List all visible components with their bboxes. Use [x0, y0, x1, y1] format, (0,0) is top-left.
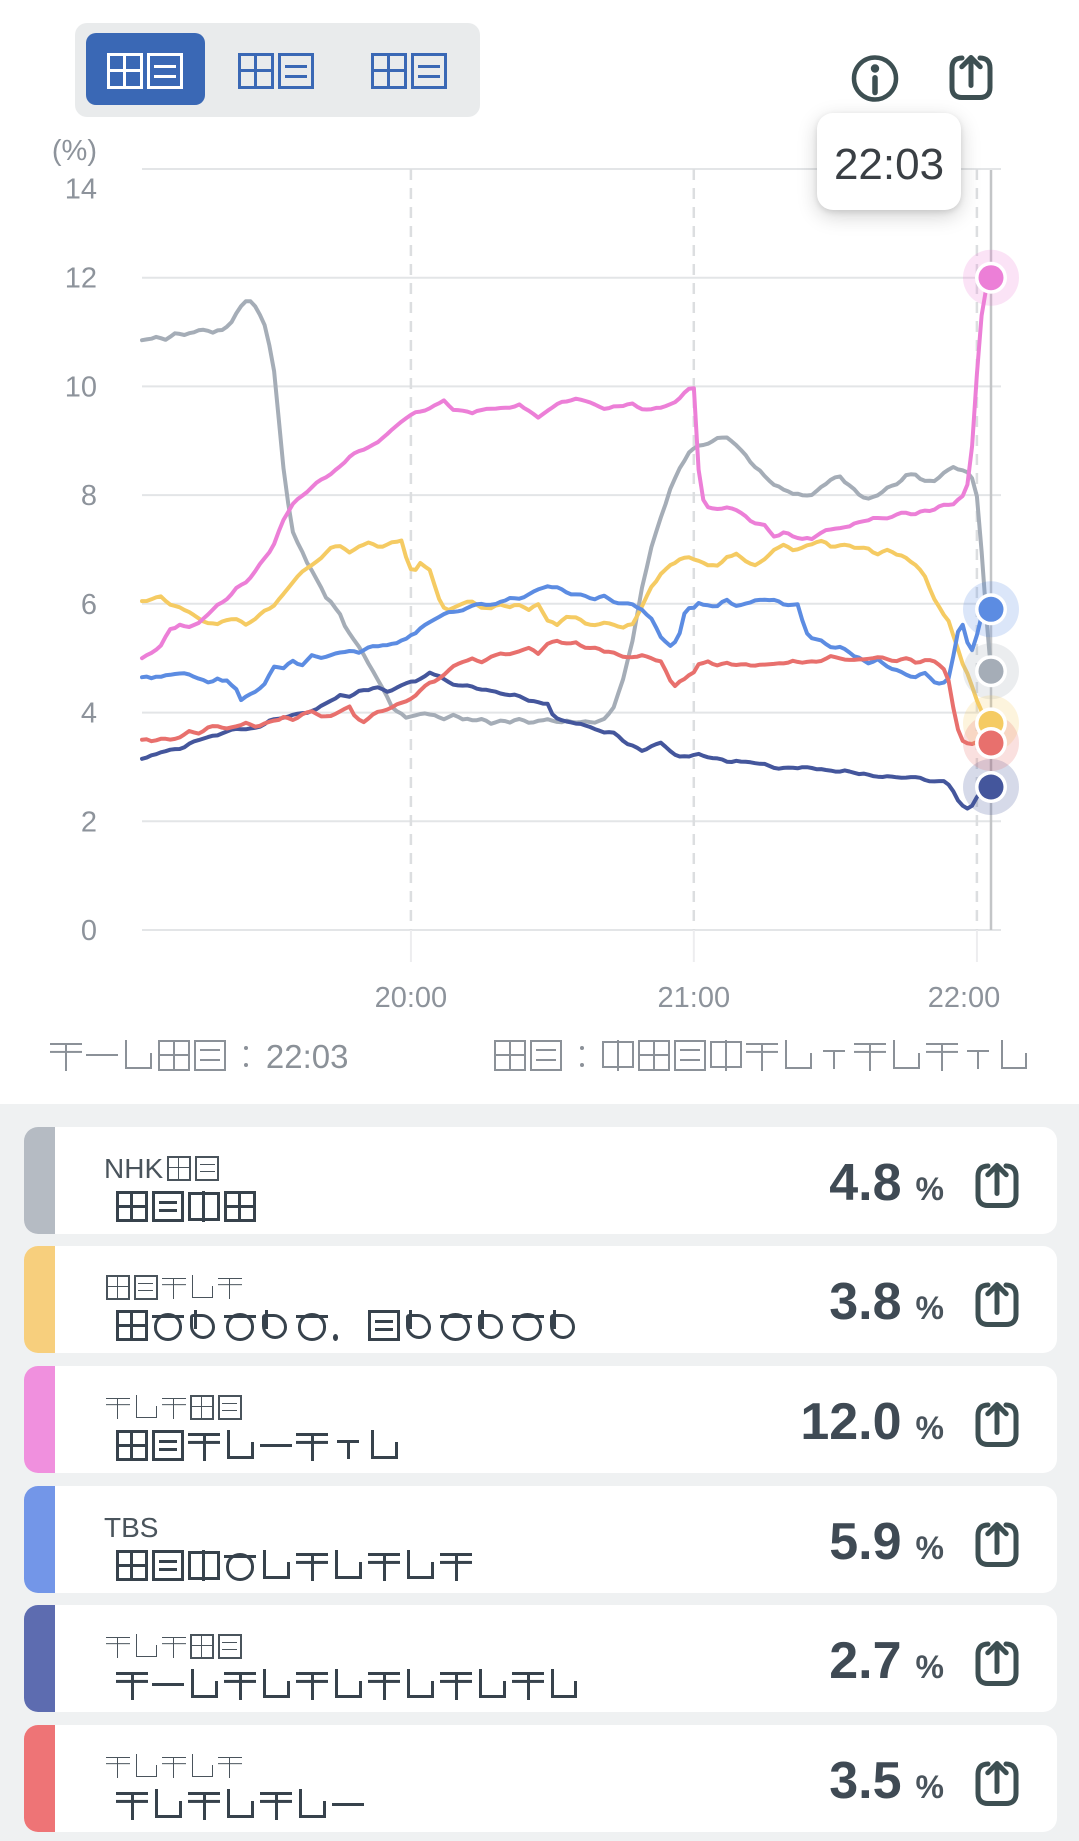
svg-text:22:00: 22:00 — [928, 982, 1001, 1014]
svg-text:6: 6 — [81, 589, 97, 621]
svg-text:8: 8 — [81, 480, 97, 512]
svg-text:2: 2 — [81, 806, 97, 838]
svg-text:20:00: 20:00 — [375, 982, 448, 1014]
svg-text:21:00: 21:00 — [658, 982, 731, 1014]
svg-text:12: 12 — [65, 263, 97, 295]
svg-text:4: 4 — [81, 698, 97, 730]
svg-text:(%): (%) — [52, 135, 97, 167]
svg-text:0: 0 — [81, 915, 97, 947]
svg-text:10: 10 — [65, 371, 97, 403]
svg-text:14: 14 — [65, 174, 97, 206]
